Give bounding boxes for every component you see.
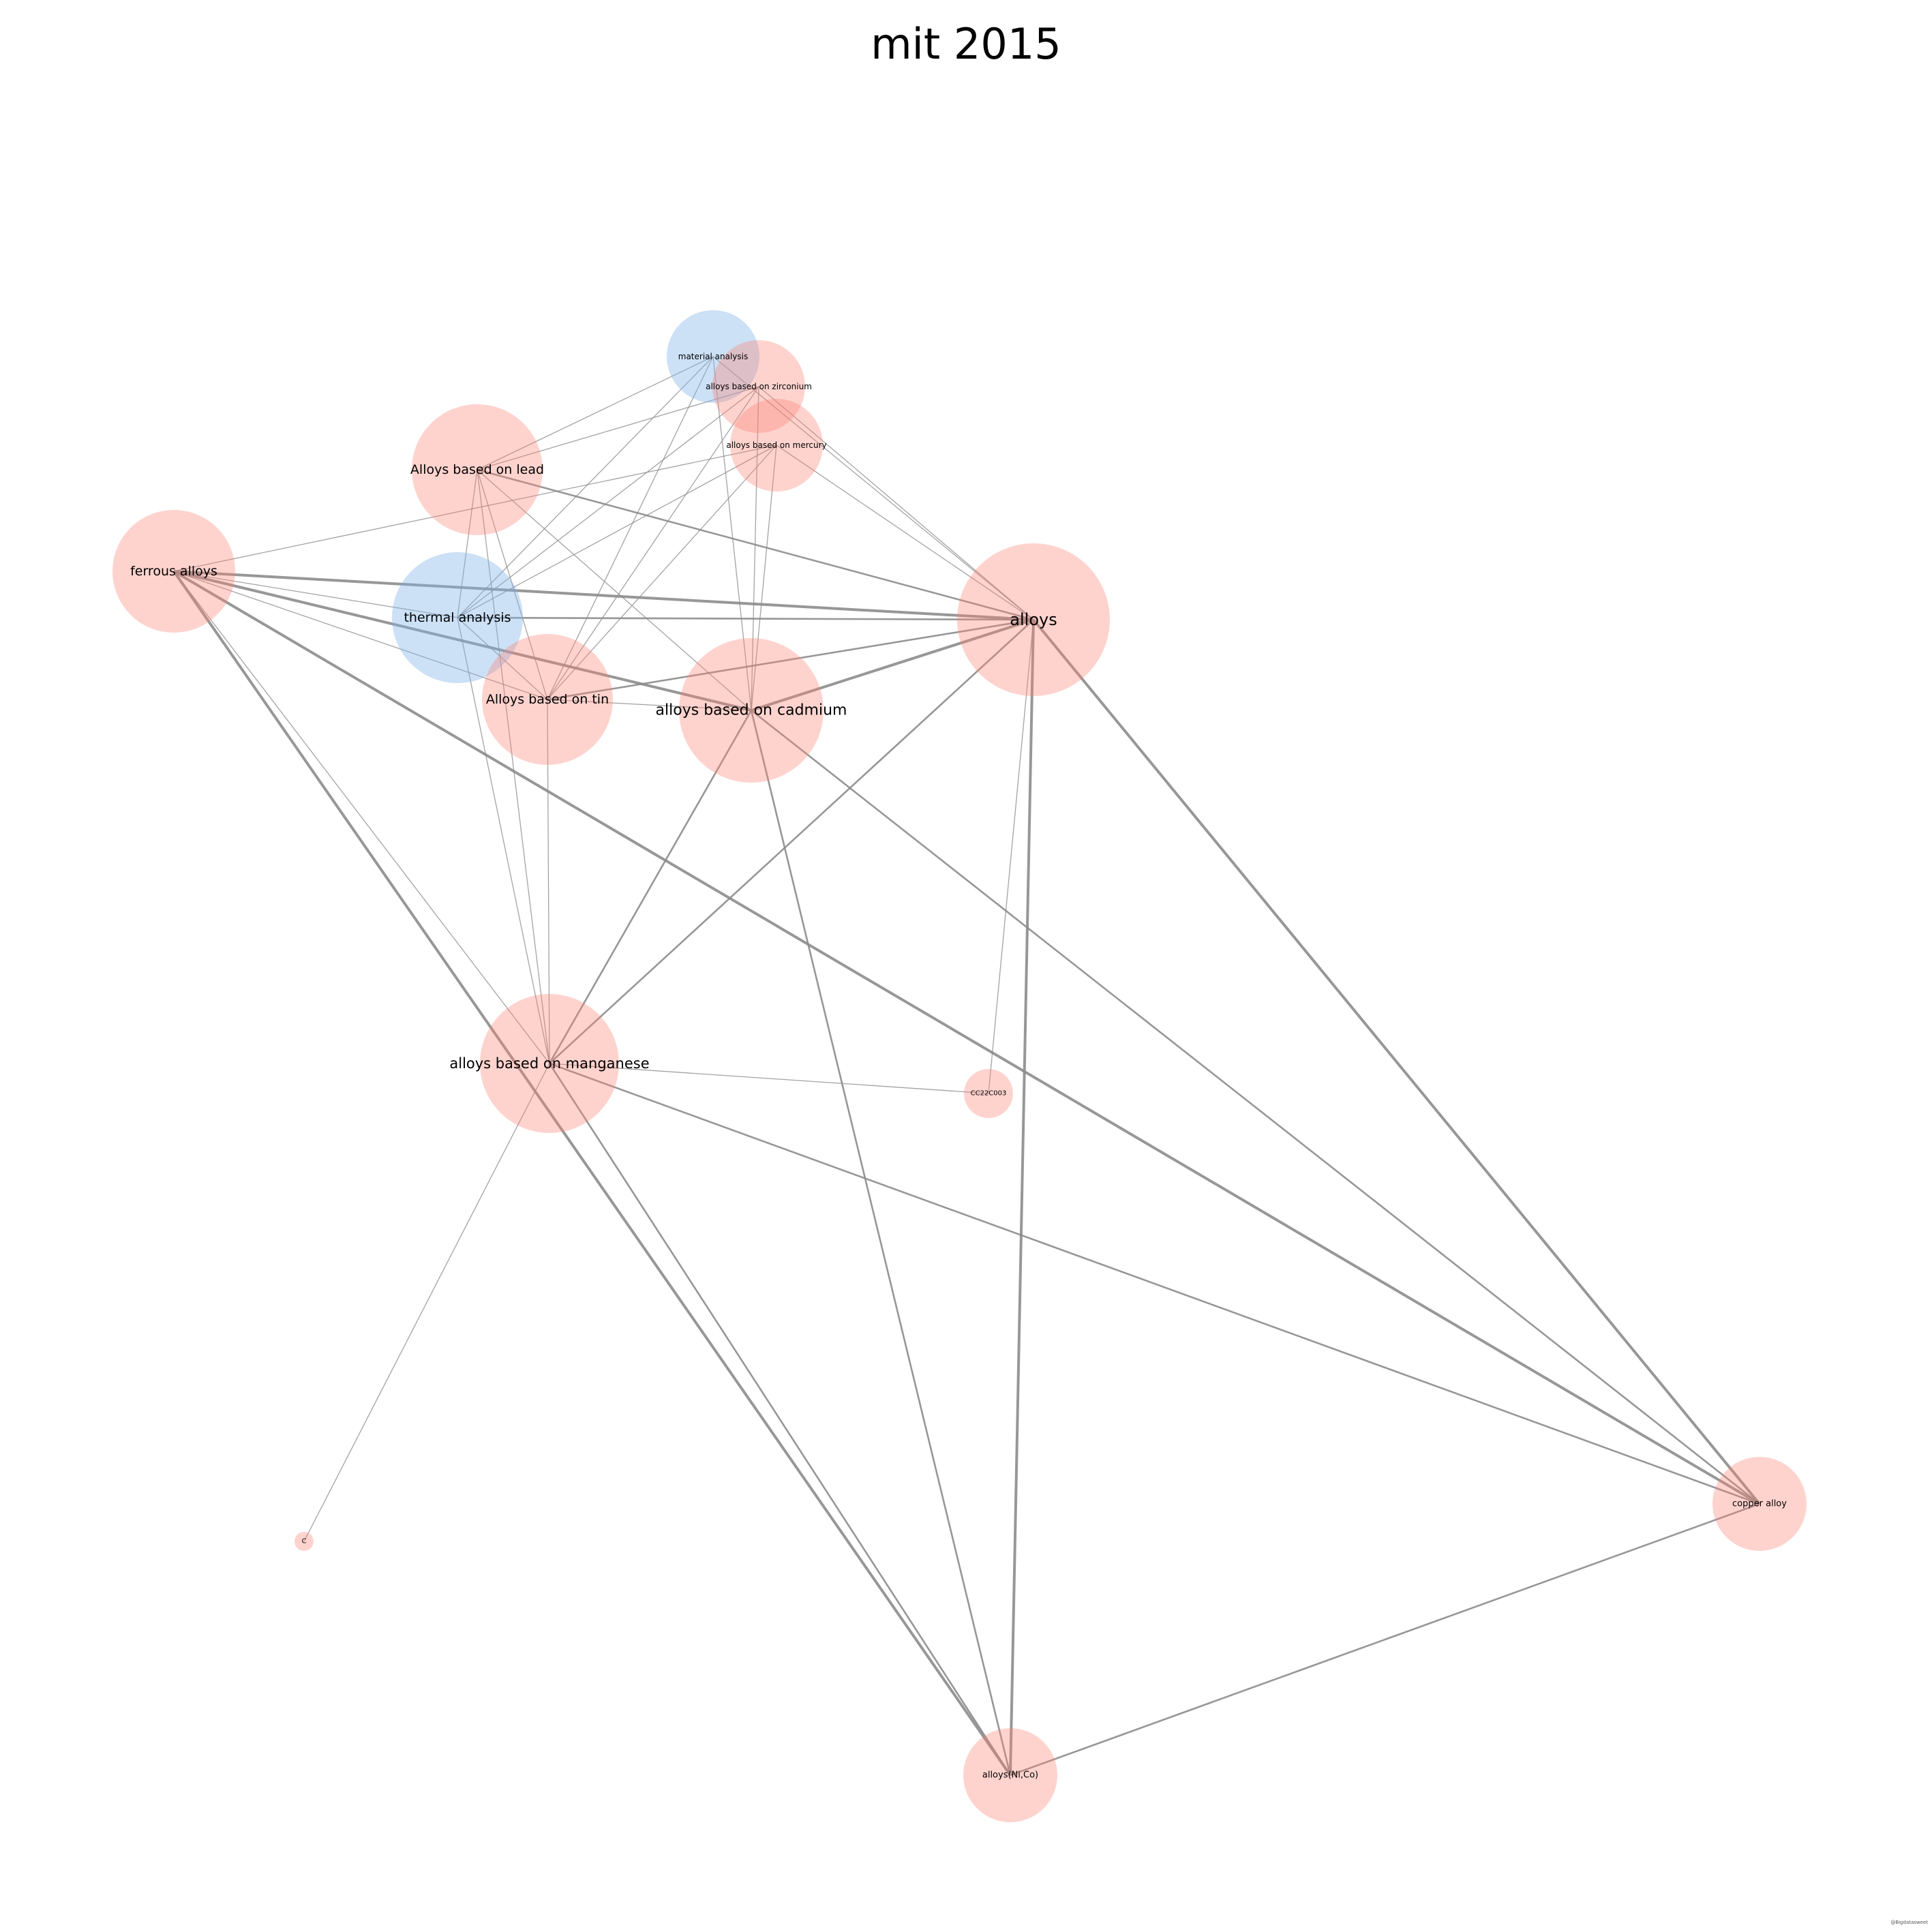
edge-ferrous-alloys-alloys-based-on-tin [173, 571, 548, 700]
credit-text: @Bigdatasweet [1890, 1920, 1928, 1925]
edge-material-analysis-alloys-based-on-cadmium [712, 356, 752, 711]
edge-alloys-based-on-lead-alloys-based-on-manganese [477, 469, 550, 1064]
node-c[interactable] [295, 1532, 314, 1551]
node-alloys-based-on-cadmium[interactable] [679, 638, 824, 783]
edge-alloys-based-on-zirconium-alloys [758, 386, 1034, 620]
edge-alloys-alloys-based-on-cadmium [751, 618, 1034, 712]
edge-ferrous-alloys-copper-alloy [172, 570, 1761, 1505]
node-alloys-based-on-mercury[interactable] [730, 399, 823, 492]
edge-alloys-based-on-lead-alloys [477, 468, 1034, 621]
node-label-alloys-based-on-mercury: alloys based on mercury [726, 440, 826, 450]
edge-alloys-based-on-manganese-copper-alloy [549, 1062, 1760, 1505]
edge-alloys-based-on-cadmium-alloys-ni-co [750, 710, 1012, 1776]
edge-alloys-based-on-mercury-alloys-based-on-tin [547, 444, 777, 700]
node-copper-alloy[interactable] [1712, 1457, 1807, 1551]
node-label-alloys-based-on-zirconium: alloys based on zirconium [706, 382, 812, 391]
node-label-alloys-ni-co: alloys(Ni,Co) [982, 1770, 1038, 1781]
edge-alloys-based-on-tin-alloys-based-on-cadmium [547, 699, 752, 711]
edge-alloys-based-on-mercury-alloys [776, 444, 1034, 620]
node-material-analysis[interactable] [667, 310, 759, 403]
edge-ferrous-alloys-thermal-analysis [173, 571, 458, 618]
node-alloys-ni-co[interactable] [963, 1728, 1057, 1822]
edge-alloys-based-on-lead-alloys-based-on-cadmium [477, 469, 752, 711]
edge-alloys-cc22c003 [988, 619, 1034, 1094]
edge-thermal-analysis-alloys-based-on-manganese [457, 617, 550, 1064]
edge-alloys-based-on-zirconium-alloys-based-on-cadmium [751, 386, 759, 711]
edge-alloys-copper-alloy [1032, 618, 1761, 1505]
edge-alloys-based-on-cadmium-alloys-based-on-manganese [548, 710, 753, 1064]
edge-ferrous-alloys-alloys [173, 570, 1034, 621]
node-cc22c003[interactable] [964, 1069, 1013, 1118]
edge-material-analysis-thermal-analysis [457, 356, 714, 618]
node-label-alloys-based-on-cadmium: alloys based on cadmium [656, 702, 847, 719]
node-label-thermal-analysis: thermal analysis [404, 610, 511, 625]
edge-alloys-based-on-manganese-c [303, 1063, 550, 1542]
node-label-alloys: alloys [1010, 610, 1057, 629]
edge-copper-alloy-alloys-ni-co [1010, 1503, 1760, 1777]
node-label-ferrous-alloys: ferrous alloys [130, 564, 217, 579]
edge-material-analysis-alloys-based-on-tin [547, 356, 714, 700]
edge-ferrous-alloys-alloys-ni-co [172, 570, 1012, 1777]
edge-alloys-based-on-mercury-ferrous-alloys [173, 444, 777, 572]
edge-alloys-alloys-ni-co [1009, 619, 1035, 1776]
edge-alloys-based-on-zirconium-alloys-based-on-lead [477, 386, 759, 470]
node-alloys-based-on-manganese[interactable] [480, 994, 619, 1133]
edge-alloys-alloys-based-on-manganese [549, 619, 1034, 1064]
node-label-c: C [302, 1538, 307, 1545]
edge-alloys-based-on-cadmium-copper-alloy [751, 709, 1760, 1505]
node-alloys-based-on-tin[interactable] [482, 634, 613, 765]
edge-alloys-based-on-zirconium-alloys-based-on-tin [547, 386, 759, 700]
node-label-alloys-based-on-tin: Alloys based on tin [486, 692, 609, 707]
labels-layer: material analysis alloys based on zirconi… [130, 352, 1787, 1781]
node-label-copper-alloy: copper alloy [1732, 1499, 1787, 1509]
node-alloys-based-on-lead[interactable] [412, 404, 543, 535]
edge-ferrous-alloys-alloys-based-on-manganese [173, 571, 550, 1064]
node-alloys[interactable] [957, 543, 1110, 696]
node-label-alloys-based-on-manganese: alloys based on manganese [449, 1055, 649, 1072]
edge-alloys-based-on-tin-alloys-based-on-manganese [547, 699, 550, 1064]
node-ferrous-alloys[interactable] [112, 510, 235, 633]
edge-thermal-analysis-alloys [457, 616, 1034, 621]
edge-material-analysis-alloys-based-on-lead [477, 356, 714, 470]
edge-material-analysis-alloys [712, 356, 1034, 620]
edge-alloys-based-on-manganese-cc22c003 [549, 1063, 989, 1094]
node-thermal-analysis[interactable] [392, 552, 523, 683]
graph-title: mit 2015 [871, 19, 1061, 69]
edge-alloys-based-on-manganese-alloys-ni-co [548, 1063, 1012, 1776]
node-label-material-analysis: material analysis [678, 352, 749, 361]
node-label-cc22c003: CC22C003 [971, 1090, 1007, 1098]
node-alloys-based-on-zirconium[interactable] [712, 340, 805, 433]
node-label-alloys-based-on-lead: Alloys based on lead [410, 462, 544, 477]
edge-thermal-analysis-alloys-based-on-tin [457, 617, 548, 700]
edge-alloys-based-on-zirconium-thermal-analysis [457, 386, 759, 618]
nodes-layer [112, 310, 1807, 1822]
edge-alloys-based-on-lead-alloys-based-on-tin [477, 469, 548, 700]
edge-alloys-alloys-based-on-tin [547, 618, 1034, 701]
edge-alloys-based-on-lead-thermal-analysis [457, 469, 478, 618]
edges-layer [172, 356, 1761, 1777]
